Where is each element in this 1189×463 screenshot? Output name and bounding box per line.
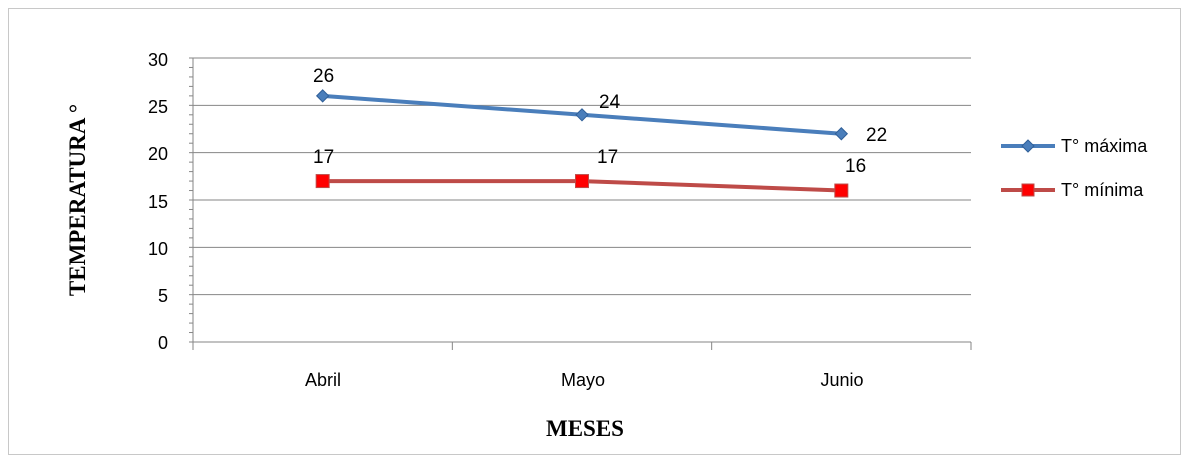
legend: T° máxima T° mínima [1001, 136, 1148, 200]
y-tick-label: 0 [158, 333, 168, 353]
data-point-min-mayo [575, 174, 589, 189]
legend-marker-max-icon [1021, 139, 1035, 153]
x-tick-label-abril: Abril [305, 370, 341, 390]
data-label-max-mayo: 24 [599, 92, 621, 113]
legend-marker-min-icon [1021, 183, 1035, 197]
data-point-min-abril [315, 174, 330, 189]
y-tick-label: 20 [148, 144, 168, 164]
x-tick-labels: Abril Mayo Junio [305, 370, 864, 390]
data-label-max-abril: 26 [313, 66, 334, 87]
legend-label-min: T° mínima [1061, 180, 1144, 200]
y-tick-label: 5 [158, 286, 168, 306]
legend-item-min: T° mínima [1001, 180, 1144, 200]
gridlines [193, 57, 971, 296]
axes [189, 57, 972, 350]
data-point-max-junio [834, 127, 849, 141]
x-axis-title: MESES [546, 416, 624, 441]
data-point-max-mayo [575, 108, 589, 122]
series [315, 89, 849, 198]
x-tick-label-junio: Junio [820, 370, 863, 390]
y-tick-label: 30 [148, 50, 168, 70]
x-tick-label-mayo: Mayo [561, 370, 605, 390]
data-labels: 26 24 22 17 17 16 [313, 66, 887, 177]
data-point-max-abril [315, 89, 330, 103]
y-tick-label: 10 [148, 239, 168, 259]
legend-label-max: T° máxima [1061, 136, 1148, 156]
y-tick-labels: 0 5 10 15 20 25 30 [148, 50, 168, 353]
data-label-max-junio: 22 [866, 125, 887, 146]
chart-frame [8, 8, 1181, 455]
y-tick-label: 15 [148, 192, 168, 212]
y-tick-label: 25 [148, 97, 168, 117]
data-point-min-junio [834, 183, 849, 198]
data-label-min-abril: 17 [313, 147, 334, 168]
legend-item-max: T° máxima [1001, 136, 1148, 156]
data-label-min-junio: 16 [845, 156, 866, 177]
data-label-min-mayo: 17 [597, 147, 618, 168]
y-axis-title: TEMPERATURA ° [65, 104, 90, 296]
